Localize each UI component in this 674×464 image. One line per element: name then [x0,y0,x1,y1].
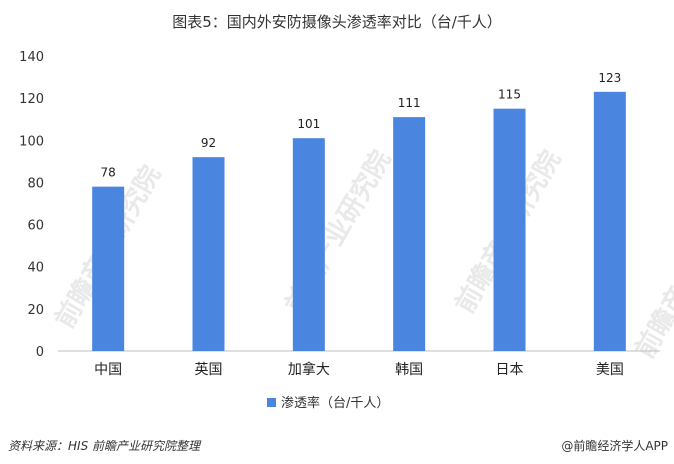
y-axis: 0 20 40 60 80 100 120 140 [19,50,44,360]
bar [493,108,526,351]
y-tick-label: 80 [27,176,44,191]
y-tick-label: 120 [19,92,44,107]
x-axis: 中国 英国 加拿大 韩国 日本 美国 [94,361,624,378]
x-tick-label: 日本 [496,362,524,378]
data-label: 115 [498,88,521,102]
x-tick-label: 中国 [94,362,122,378]
watermark-group: 前瞻产业研究院 前瞻产业研究院 前瞻产业研究院 前瞻产业研究院 [49,145,674,363]
x-tick-label: 加拿大 [288,361,330,378]
x-tick-label: 韩国 [395,362,423,378]
bar [192,157,225,351]
legend-swatch [267,398,276,407]
data-label: 123 [598,71,621,85]
bar [593,91,626,352]
legend-label: 渗透率（台/千人） [281,395,389,411]
y-tick-label: 100 [19,134,44,149]
x-tick-label: 美国 [596,362,624,378]
chart-title: 图表5：国内外安防摄像头渗透率对比（台/千人） [172,13,502,31]
bar [393,117,426,351]
data-label: 92 [201,136,216,150]
y-tick-label: 60 [27,219,44,234]
data-label: 111 [398,96,421,110]
y-tick-label: 40 [27,261,44,276]
watermark-text: 前瞻产业研究院 [629,190,674,363]
bar [92,186,125,351]
y-tick-label: 20 [27,303,44,318]
y-tick-label: 0 [36,345,44,360]
y-tick-label: 140 [19,50,44,65]
x-tick-label: 英国 [195,361,223,378]
source-note: 资料来源：HIS 前瞻产业研究院整理 [8,439,202,453]
data-label: 101 [297,117,320,131]
brand-credit: @前瞻经济学人APP [561,438,668,453]
bar [292,138,325,351]
bars: 78 92 101 111 115 123 [92,71,626,352]
data-label: 78 [101,166,116,180]
legend: 渗透率（台/千人） [267,395,389,411]
